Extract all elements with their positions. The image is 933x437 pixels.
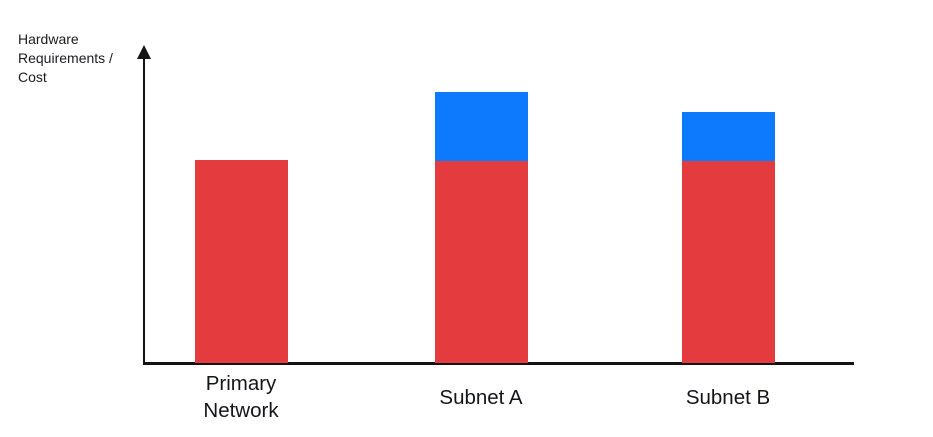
- y-axis-title: Hardware Requirements / Cost: [18, 31, 113, 85]
- y-axis-arrow-icon: [137, 45, 151, 59]
- bar-subnet-a: [435, 92, 528, 363]
- bar-segment-subnet-b-base: [682, 161, 775, 363]
- bar-subnet-b: [682, 112, 775, 363]
- x-axis-line: [143, 362, 854, 365]
- x-tick-label-subnet-b: Subnet B: [685, 385, 771, 409]
- bar-segment-subnet-b-overhead: [682, 112, 775, 161]
- bar-segment-primary-network-base: [195, 160, 288, 363]
- bar-primary-network: [195, 160, 288, 363]
- bar-segment-subnet-a-base: [435, 161, 528, 363]
- x-tick-label-primary-network: Primary Network: [203, 372, 279, 422]
- bar-segment-subnet-a-overhead: [435, 92, 528, 161]
- y-axis-line: [143, 57, 145, 364]
- x-tick-label-subnet-a: Subnet A: [439, 385, 523, 409]
